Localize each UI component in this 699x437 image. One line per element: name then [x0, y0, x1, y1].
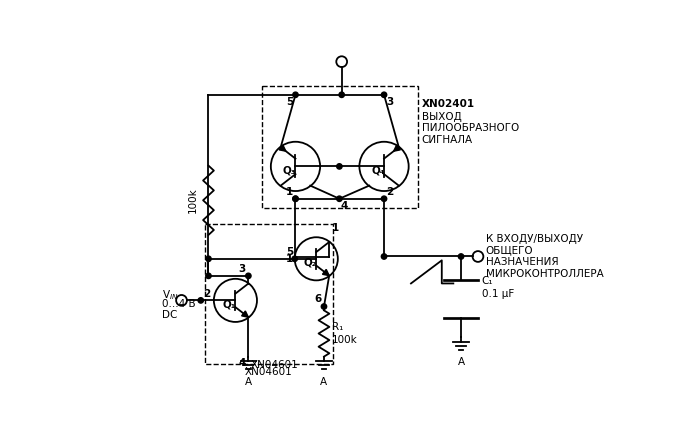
- Circle shape: [339, 92, 345, 97]
- Text: 100k: 100k: [331, 335, 357, 345]
- Text: A: A: [245, 377, 252, 387]
- Circle shape: [322, 304, 326, 309]
- Text: C₁: C₁: [482, 276, 493, 286]
- Circle shape: [382, 196, 387, 201]
- Text: XN04601: XN04601: [251, 360, 298, 370]
- Circle shape: [293, 196, 298, 201]
- Text: A: A: [457, 357, 465, 368]
- Text: 0.1 μF: 0.1 μF: [482, 289, 514, 299]
- Circle shape: [293, 196, 298, 201]
- Circle shape: [292, 256, 297, 261]
- Text: Q₃: Q₃: [282, 165, 296, 175]
- Text: Q₄: Q₄: [371, 165, 384, 175]
- Polygon shape: [279, 145, 286, 151]
- Text: Q₁: Q₁: [223, 299, 236, 309]
- Circle shape: [337, 164, 342, 169]
- Circle shape: [337, 196, 342, 201]
- Text: 100k: 100k: [188, 187, 198, 213]
- Circle shape: [382, 92, 387, 97]
- Circle shape: [245, 273, 251, 278]
- Polygon shape: [394, 145, 401, 151]
- Text: A: A: [320, 377, 328, 387]
- Text: 3: 3: [387, 97, 394, 107]
- Text: 1: 1: [331, 223, 339, 233]
- Text: 3: 3: [239, 264, 246, 274]
- Text: 5: 5: [286, 247, 293, 257]
- Text: V$_{IN}$: V$_{IN}$: [162, 288, 179, 302]
- Text: 2: 2: [387, 187, 394, 197]
- Text: 1: 1: [286, 187, 293, 197]
- Text: R₁: R₁: [331, 323, 343, 332]
- Text: 4: 4: [341, 201, 348, 211]
- Text: 1: 1: [286, 253, 293, 264]
- Text: XN04601: XN04601: [245, 367, 292, 377]
- Text: 6: 6: [315, 294, 322, 304]
- Text: Q₂: Q₂: [303, 258, 317, 267]
- Circle shape: [198, 298, 203, 303]
- Circle shape: [293, 92, 298, 97]
- Circle shape: [206, 256, 211, 261]
- Text: 0...4 В: 0...4 В: [162, 299, 196, 309]
- Text: К ВХОДУ/ВЫХОДУ
ОБЩЕГО
НАЗНАЧЕНИЯ
МИКРОКОНТРОЛЛЕРА: К ВХОДУ/ВЫХОДУ ОБЩЕГО НАЗНАЧЕНИЯ МИКРОКО…: [486, 234, 603, 279]
- Text: XN02401: XN02401: [421, 99, 475, 109]
- Circle shape: [459, 254, 463, 259]
- Text: DC: DC: [162, 310, 178, 319]
- Circle shape: [382, 254, 387, 259]
- Text: 5: 5: [286, 97, 293, 107]
- Circle shape: [206, 273, 211, 278]
- Text: 4: 4: [238, 358, 246, 368]
- Text: 2: 2: [203, 289, 210, 299]
- Polygon shape: [322, 269, 329, 276]
- Polygon shape: [242, 311, 248, 317]
- Text: ВЫХОД
ПИЛООБРАЗНОГО
СИГНАЛА: ВЫХОД ПИЛООБРАЗНОГО СИГНАЛА: [421, 112, 519, 145]
